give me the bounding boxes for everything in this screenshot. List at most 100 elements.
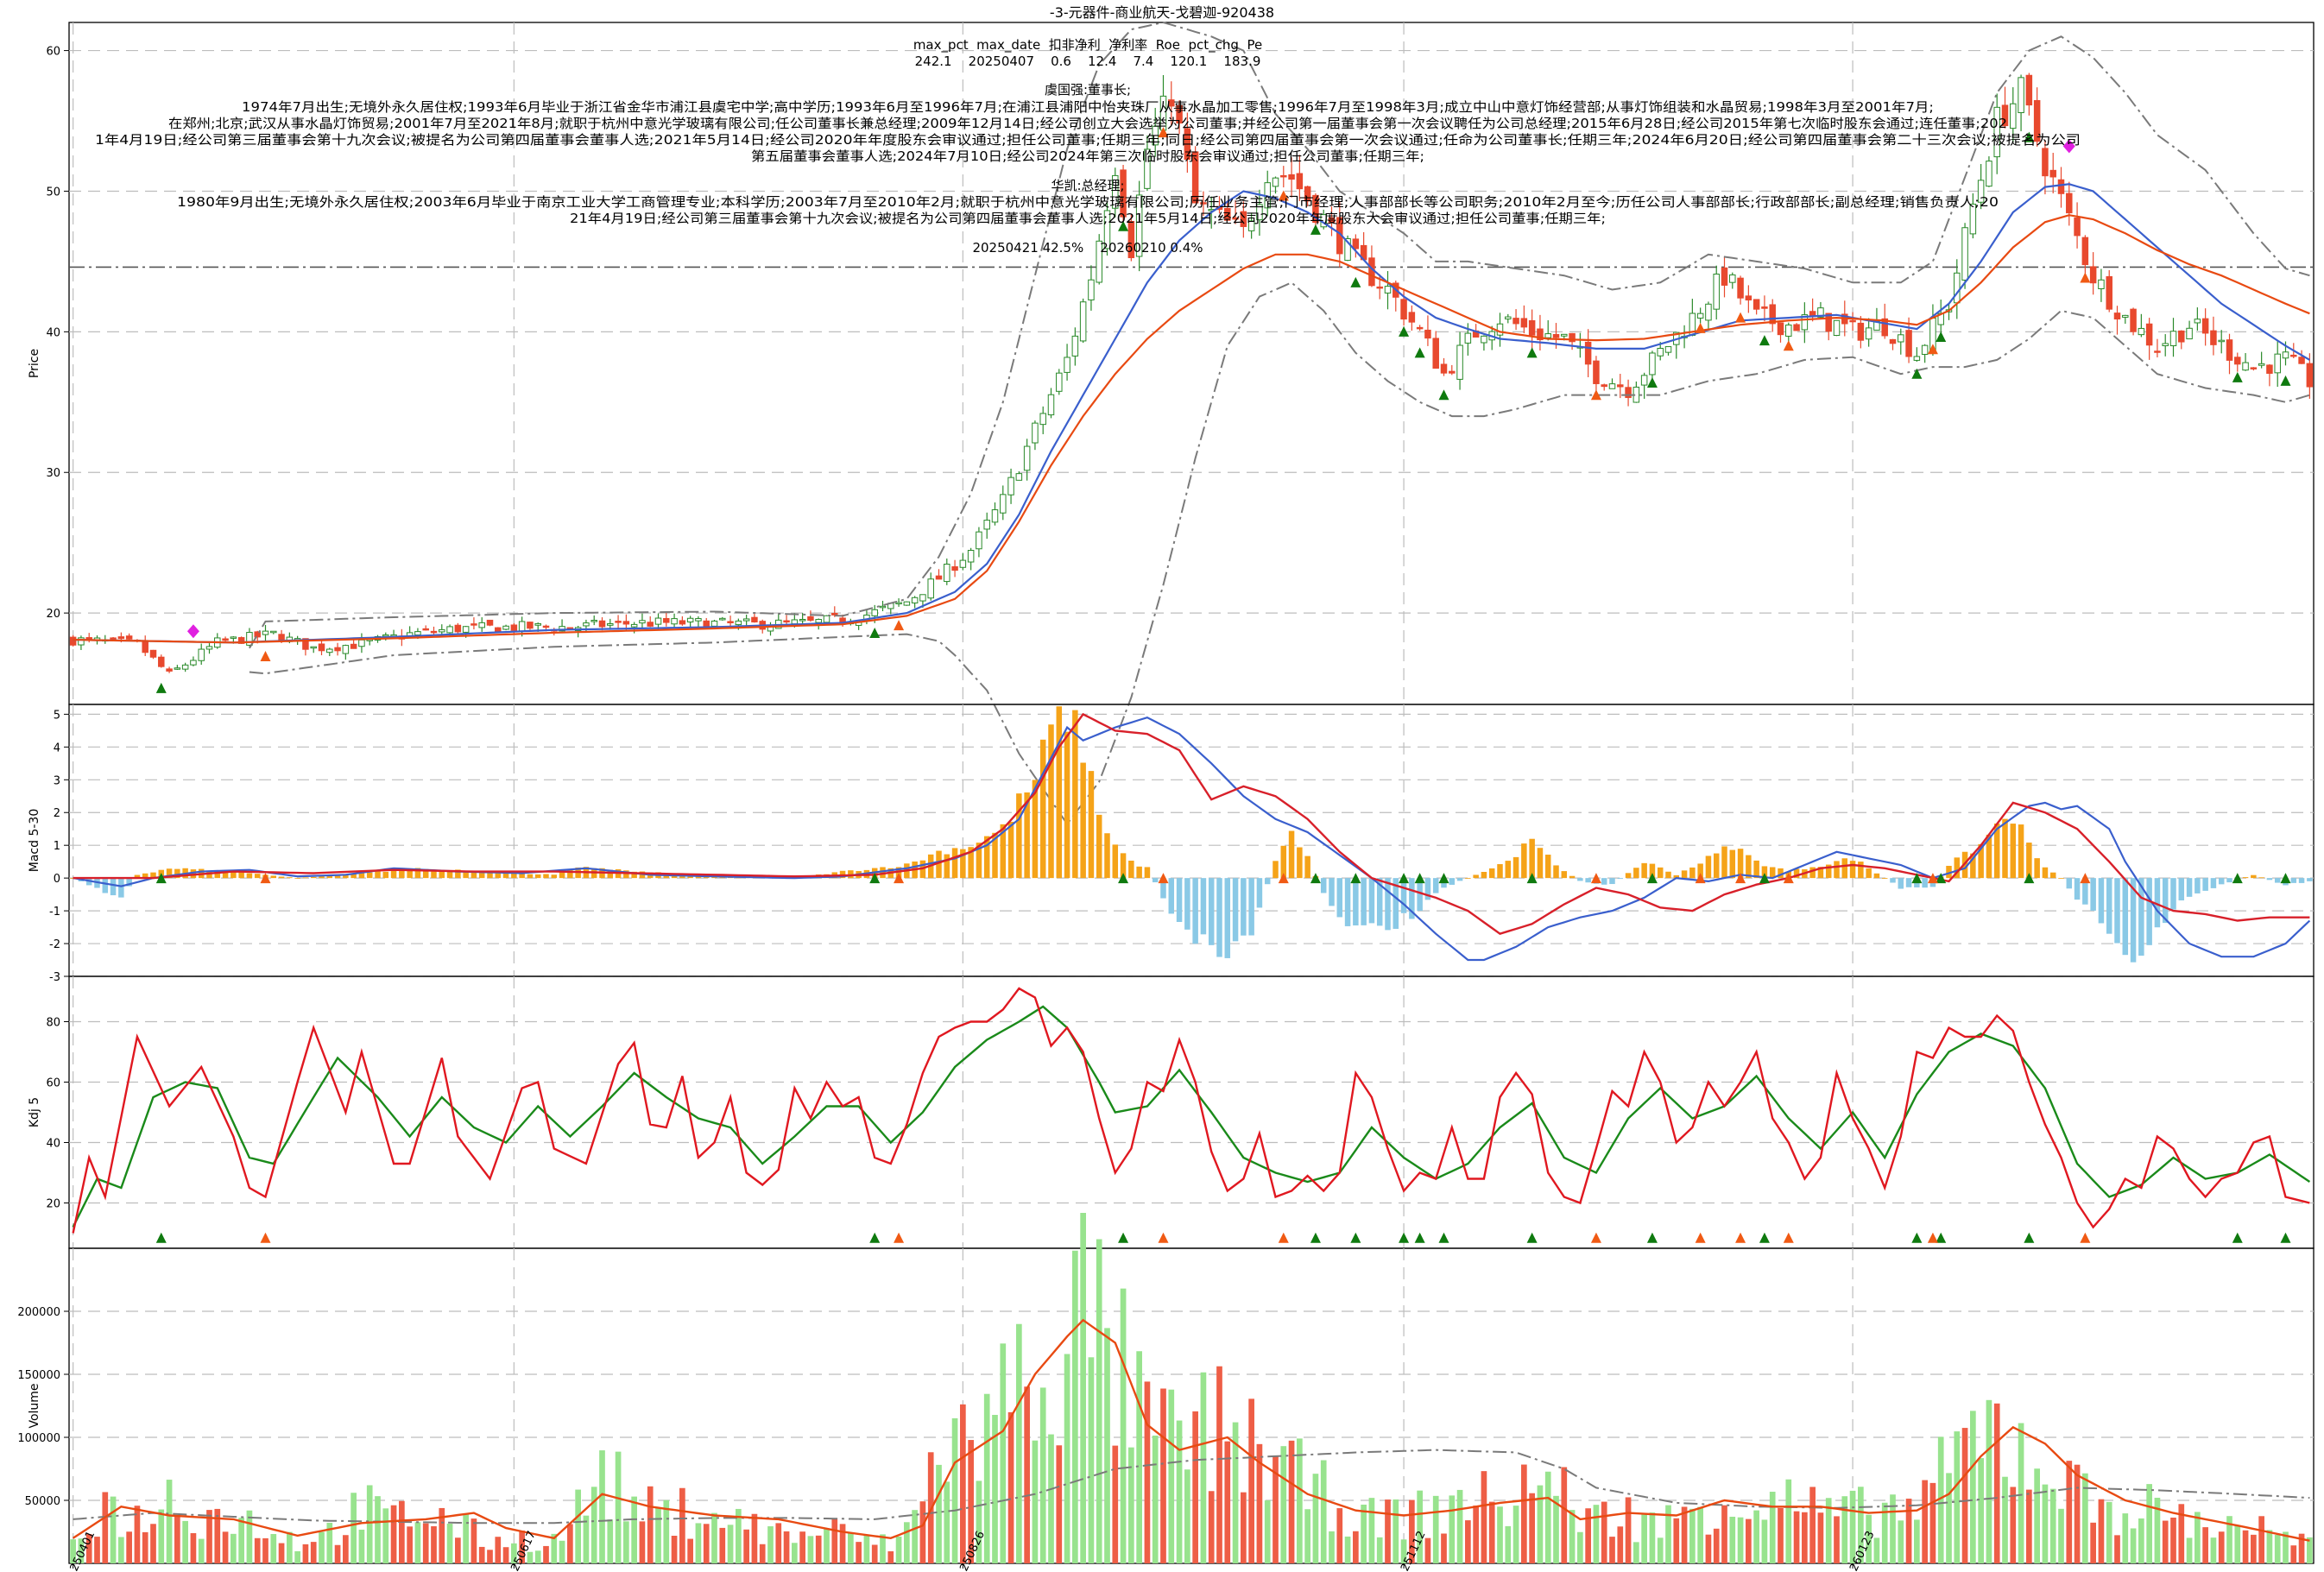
volume-bar [1689,1508,1696,1563]
candle [1168,81,1175,126]
macd-bar [1881,878,1888,879]
macd-dea-line [73,712,2310,936]
volume-bar [2226,1516,2232,1563]
volume-bar [919,1501,926,1563]
volume-bar [1136,1351,1142,1563]
macd-bar [1216,878,1222,957]
candle [944,558,950,585]
macd-bar [1769,867,1776,879]
candle [190,656,197,666]
macd-bar [414,868,421,879]
buy-marker-orange [1783,873,1794,884]
volume-bar [1112,1445,1119,1563]
macd-bar [1064,731,1070,879]
volume-bar [287,1531,293,1563]
macd-bar [1144,867,1151,879]
volume-bar [182,1520,188,1563]
macd-bar [1978,843,1984,879]
volume-bar [134,1506,141,1563]
volume-bar [2018,1423,2024,1563]
candle [1240,201,1247,238]
boll-upper-line [249,21,2310,649]
macd-bar [1336,878,1343,918]
macd-bar [2034,858,2040,879]
volume-bar [727,1525,734,1563]
candle [262,624,269,641]
volume-bar [1505,1525,1512,1563]
y-tick-label: 60 [46,1077,60,1090]
candle [1224,200,1231,221]
info-person1-title: 虞国强:董事长; [1045,82,1131,98]
candle [1496,313,1504,347]
volume-bar [407,1526,413,1563]
candle [1280,166,1287,188]
volume-bar [1665,1505,1671,1563]
volume-bar [431,1526,437,1563]
macd-bar [390,869,397,879]
y-tick-label: 4 [54,742,60,754]
volume-bar [1705,1534,1712,1563]
candle [1416,325,1424,331]
candle [1898,328,1904,355]
volume-bar [2186,1537,2193,1563]
volume-bar [2242,1530,2249,1563]
volume-bar [887,1551,894,1563]
volume-bar [1344,1536,1351,1563]
macd-bar [439,869,445,879]
macd-bar [1096,814,1102,879]
buy-marker-green [2024,1232,2035,1243]
candle [1865,318,1872,347]
volume-bar [1432,1495,1439,1563]
candle [991,502,999,526]
kdj-panel: 20 40 60 80 Kdj 5 [28,975,2315,1249]
macd-bar [455,869,461,879]
candle [1673,331,1680,359]
macd-bar [319,875,325,879]
candle [935,569,943,580]
panels: 20 30 40 50 60 Price -3 -2 -1 0 1 2 3 4 5 Macd 5-30 20 40… [17,21,2315,1572]
macd-bar [2074,878,2081,900]
volume-bar [567,1524,573,1563]
candle [1449,364,1456,376]
candle [983,512,990,540]
volume-bar [414,1522,421,1563]
macd-bar [1537,848,1544,879]
macd-bar [343,874,349,879]
candle [1112,167,1119,218]
macd-bar [551,874,558,879]
candle [2169,318,2177,357]
macd-bar [495,872,502,879]
candle [1593,356,1600,394]
volume-bar [487,1550,493,1563]
macd-bar [1368,878,1375,924]
macd-bar [1721,846,1727,879]
buy-marker-orange [1927,873,1938,884]
macd-bar [511,873,517,879]
candle [2049,152,2056,194]
macd-bar [1905,878,1912,887]
buy-marker-green [2232,371,2243,382]
macd-bar [1512,856,1519,879]
buy-marker-green [1350,1232,1361,1243]
y-axis-label: Kdj 5 [28,1097,41,1127]
candle [2025,73,2033,116]
candle [2057,167,2065,208]
buy-marker-orange [1783,1232,1794,1243]
macd-bar [1361,878,1367,925]
candle [1103,201,1111,256]
volume-bar [1152,1435,1159,1563]
candle [2138,313,2145,338]
macd-bar [1561,871,1568,879]
buy-marker-green [1414,1232,1425,1243]
volume-bar [983,1393,990,1563]
ma-line-blue [73,183,2310,644]
volume-bar [2210,1537,2217,1563]
macd-bar [287,877,293,879]
volume-bar [2234,1525,2241,1563]
buy-marker-orange [1278,190,1289,201]
candle [742,614,750,627]
volume-bar [1024,1386,1030,1563]
volume-bar [951,1417,958,1563]
buy-marker-orange [1927,344,1938,355]
info-person2-line: 1980年9月出生;无境外永久居住权;2003年6月毕业于南京工业大学工商管理专… [177,194,1999,210]
